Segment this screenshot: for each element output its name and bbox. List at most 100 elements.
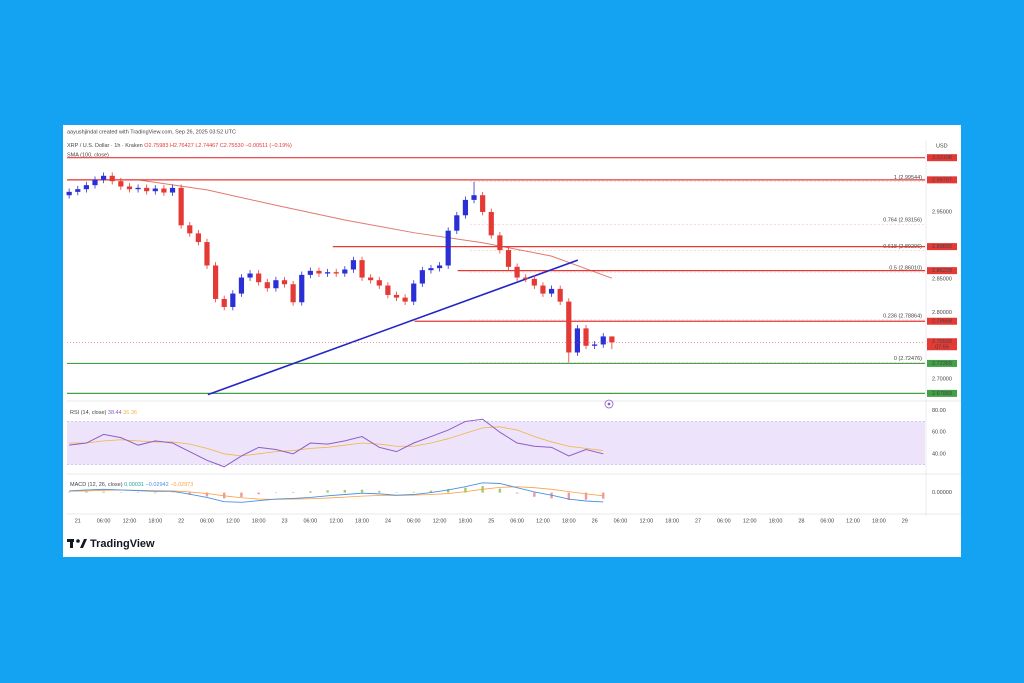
macd-signal-value: −0.02973 [170, 482, 193, 488]
sma-legend: SMA (100, close) [67, 152, 109, 158]
macd-histogram-bar [412, 491, 415, 493]
candle-body [583, 328, 589, 346]
candle-body [393, 294, 400, 298]
x-tick-label: 18:00 [562, 518, 576, 524]
credit: aayushjindal created with TradingView.co… [67, 129, 236, 135]
logo-part [76, 539, 80, 543]
level-badge [927, 389, 957, 397]
candle-body [264, 282, 270, 289]
candle-body [281, 280, 288, 285]
candle-body [290, 284, 296, 303]
candle-body [497, 235, 503, 251]
candle-body [350, 260, 357, 270]
rsi-tick-label: 40.00 [932, 451, 946, 457]
x-tick-label: 06:00 [614, 518, 628, 524]
candle-body [402, 297, 408, 302]
x-tick-label: 29 [902, 518, 908, 524]
x-tick-label: 06:00 [820, 518, 834, 524]
symbol: XRP / U.S. Dollar · 1h · Kraken [67, 143, 143, 149]
candle-body [324, 272, 331, 274]
x-tick-label: 18:00 [252, 518, 266, 524]
candle-body [126, 186, 133, 190]
brand-name: TradingView [90, 538, 155, 550]
fib-label: 0 (2.72476) [894, 356, 922, 362]
candle-body [540, 285, 546, 294]
rsi-line [69, 418, 604, 468]
macd-histogram-bar [464, 487, 467, 493]
candle-body [359, 260, 365, 278]
macd-histogram-bar [498, 488, 502, 493]
x-tick-label: 24 [385, 518, 391, 524]
candle-body [592, 344, 598, 346]
candle-body [548, 288, 555, 294]
candle-body [557, 288, 563, 302]
candle-body [92, 179, 98, 186]
candle-body [256, 273, 262, 283]
rsi-tick-label: 80.00 [932, 408, 946, 414]
x-tick-label: 21 [75, 518, 81, 524]
candle-body [101, 175, 107, 180]
ohlc-open: O2.75983 [144, 143, 168, 149]
logo-part [80, 539, 87, 548]
candle-body [273, 280, 279, 289]
x-tick-label: 06:00 [97, 518, 111, 524]
macd-value: −0.02942 [146, 482, 169, 488]
macd-name: MACD (12, 26, close) [70, 482, 123, 488]
macd-legend: MACD (12, 26, close) 0.00031 −0.02942 −0… [70, 482, 193, 488]
x-tick-label: 12:00 [226, 518, 240, 524]
macd-histogram-bar [205, 492, 209, 497]
candle-body [221, 298, 227, 307]
candle-body [307, 270, 313, 275]
rsi-band [67, 421, 925, 465]
candle-body [212, 265, 219, 299]
candle-body [83, 185, 89, 190]
fib-label: 1 (2.99544) [894, 175, 922, 181]
macd-histogram-bar [515, 492, 519, 494]
candle-body [316, 270, 322, 274]
x-tick-label: 12:00 [123, 518, 137, 524]
candle-body [299, 274, 305, 303]
candle-body [600, 336, 606, 345]
level-badge-label: 3.03108 [932, 155, 952, 161]
macd-histogram-bar [154, 492, 157, 494]
rsi-name: RSI (14, close) [70, 410, 107, 416]
macd-histogram-bar [533, 492, 536, 497]
candle-body [419, 270, 425, 284]
x-tick-label: 12:00 [743, 518, 757, 524]
macd-histogram-bar [85, 491, 88, 493]
ohlc-high: H2.76427 [170, 143, 194, 149]
candle-body [385, 285, 391, 295]
candle-body [609, 336, 615, 343]
candle-body [144, 187, 150, 192]
ohlc-close: C2.75530 [220, 143, 244, 149]
level-badge [927, 154, 957, 162]
x-tick-label: 18:00 [665, 518, 679, 524]
candle-body [161, 188, 167, 193]
level-badge-label: 2.78668 [932, 319, 952, 325]
candle-body [152, 188, 158, 192]
candle-body [333, 272, 339, 274]
rsi-tick-label: 60.00 [932, 430, 946, 436]
macd-histogram-bar [567, 492, 570, 501]
x-tick-label: 18:00 [769, 518, 783, 524]
x-tick-label: 26 [592, 518, 598, 524]
x-tick-label: 27 [695, 518, 701, 524]
x-tick-label: 12:00 [536, 518, 550, 524]
candle-body [531, 278, 537, 286]
candle-body [75, 189, 81, 192]
candle-body [445, 230, 451, 266]
trendline [207, 259, 579, 396]
logo-part [70, 539, 73, 548]
candle-body [368, 277, 374, 281]
level-badge-label: 2.89820 [932, 244, 952, 250]
level-badge-label: 2.99797 [932, 177, 952, 183]
candle-body [66, 191, 72, 196]
macd-histogram-bar [378, 490, 381, 493]
candle-body [505, 250, 512, 267]
macd-histogram-bar [102, 491, 105, 493]
macd-histogram-bar [360, 489, 364, 493]
x-tick-label: 23 [281, 518, 287, 524]
countdown-label: 07:56 [935, 345, 949, 351]
candle-body [109, 175, 115, 182]
